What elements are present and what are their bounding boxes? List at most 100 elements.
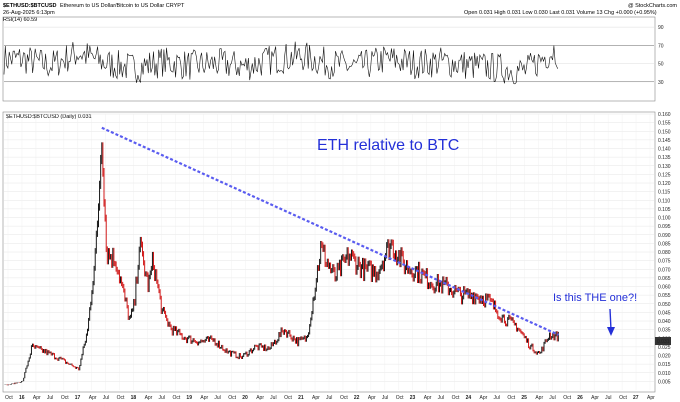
price-tick-label: 0.020 (658, 354, 671, 360)
x-tick-label: Oct (5, 395, 13, 401)
price-tick-label: 0.065 (658, 276, 671, 282)
price-tick-label: 0.105 (658, 207, 671, 213)
price-tick-label: 0.055 (658, 293, 671, 299)
x-tick-label: 21 (298, 395, 304, 401)
x-tick-label: Jul (159, 395, 165, 401)
price-tick-label: 0.085 (658, 241, 671, 247)
x-tick-label: Jul (382, 395, 388, 401)
x-tick-label: Oct (61, 395, 69, 401)
rsi-tick-label: 30 (658, 80, 664, 86)
price-tick-label: 0.045 (658, 310, 671, 316)
price-tick-label: 0.035 (658, 328, 671, 334)
price-tick-label: 0.095 (658, 224, 671, 230)
price-tick-label: 0.090 (658, 233, 671, 239)
x-tick-label: Oct (396, 395, 404, 401)
rsi-panel-frame (2, 16, 656, 102)
chart-date: 26-Aug-2025 6:13pm (3, 10, 55, 16)
x-tick-label: Oct (452, 395, 460, 401)
x-tick-label: 17 (75, 395, 81, 401)
x-tick-label: Apr (200, 395, 208, 401)
rsi-grid (4, 26, 654, 83)
x-tick-label: Oct (340, 395, 348, 401)
x-tick-label: Jul (103, 395, 109, 401)
price-tick-label: 0.115 (658, 190, 670, 196)
x-tick-label: Jul (493, 395, 499, 401)
x-tick-label: Jul (270, 395, 276, 401)
x-tick-label: 22 (354, 395, 360, 401)
x-tick-label: Oct (228, 395, 236, 401)
price-tick-label: 0.010 (658, 371, 671, 377)
x-tick-label: 27 (633, 395, 639, 401)
x-tick-label: Jul (549, 395, 555, 401)
price-tick-label: 0.060 (658, 285, 671, 291)
x-tick-label: 20 (242, 395, 248, 401)
price-tick-label: 0.005 (658, 379, 671, 385)
x-tick-label: 18 (131, 395, 137, 401)
rsi-label: RSI(14) 60.59 (3, 17, 37, 23)
rsi-panel: 30 50 70 90 (2, 16, 664, 102)
x-tick-label: Apr (312, 395, 320, 401)
price-tick-label: 0.145 (658, 138, 671, 144)
price-tick-label: 0.130 (658, 164, 671, 170)
annotation-title: ETH relative to BTC (317, 137, 459, 154)
price-tick-label: 0.120 (658, 181, 671, 187)
price-tick-label: 0.080 (658, 250, 671, 256)
price-panel-frame (2, 111, 656, 393)
x-tick-label: Oct (117, 395, 125, 401)
price-tick-label: 0.075 (658, 259, 671, 265)
x-tick-label: Jul (326, 395, 332, 401)
down-arrow-icon (607, 308, 615, 336)
rsi-tick-label: 70 (658, 43, 664, 49)
price-bars (4, 142, 559, 386)
price-tick-label: 0.160 (658, 112, 671, 118)
x-tick-label: Jul (214, 395, 220, 401)
x-tick-label: 26 (577, 395, 583, 401)
price-tick-label: 0.040 (658, 319, 671, 325)
x-tick-label: Oct (172, 395, 180, 401)
price-tick-label: 0.155 (658, 121, 671, 127)
price-tick-label: 0.150 (658, 129, 671, 135)
price-tick-label: 0.100 (658, 216, 671, 222)
price-tick-label: 0.125 (658, 172, 671, 178)
rsi-line (3, 41, 559, 85)
price-panel: $ETHUSD:$BTCUSD (Daily) 0.031 0.005 0.010… (2, 111, 671, 401)
x-tick-label: Oct (563, 395, 571, 401)
x-tick-label: Oct (619, 395, 627, 401)
x-tick-label: Apr (145, 395, 153, 401)
last-value-tag: 0.031 (655, 337, 671, 345)
price-tick-label: 0.110 (658, 198, 670, 204)
last-value-text: 0.031 (657, 339, 670, 345)
price-tick-label: 0.140 (658, 147, 671, 153)
stockcharts-watermark: @ StockCharts.com (628, 3, 677, 9)
price-tick-label: 0.025 (658, 345, 671, 351)
x-tick-label: Apr (591, 395, 599, 401)
price-tick-label: 0.050 (658, 302, 671, 308)
x-tick-label: Oct (284, 395, 292, 401)
trendline (101, 126, 559, 336)
symbol-title: $ETHUSD:$BTCUSD (3, 3, 57, 9)
x-tick-label: 23 (410, 395, 416, 401)
x-tick-label: Jul (438, 395, 444, 401)
price-panel-label: $ETHUSD:$BTCUSD (Daily) 0.031 (6, 114, 92, 120)
ohlc-readout: Open 0.031 High 0.031 Low 0.030 Last 0.0… (464, 10, 657, 16)
price-tick-label: 0.135 (658, 155, 671, 161)
rsi-tick-label: 90 (658, 25, 664, 31)
x-tick-label: Apr (480, 395, 488, 401)
x-tick-label: 25 (521, 395, 527, 401)
x-tick-label: 16 (19, 395, 25, 401)
x-tick-labels: Oct 16 Apr Jul Oct 17 Apr Jul Oct 18 Apr Jul Oct 19 Ap… (5, 395, 655, 401)
symbol-description: Ethereum to US Dollar/Bitcoin to US Doll… (60, 3, 185, 9)
price-tick-label: 0.015 (658, 362, 671, 368)
x-tick-label: Apr (535, 395, 543, 401)
x-tick-label: 24 (466, 395, 472, 401)
x-tick-label: Apr (89, 395, 97, 401)
rsi-tick-label: 50 (658, 62, 664, 68)
price-tick-label: 0.070 (658, 267, 671, 273)
x-tick-label: Apr (424, 395, 432, 401)
x-tick-label: Apr (647, 395, 655, 401)
x-tick-label: 19 (186, 395, 192, 401)
x-tick-label: Apr (33, 395, 41, 401)
x-tick-label: Apr (368, 395, 376, 401)
x-tick-label: Oct (507, 395, 515, 401)
